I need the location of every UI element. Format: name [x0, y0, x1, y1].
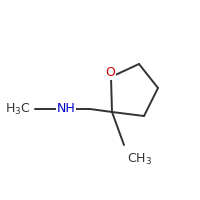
Text: O: O	[105, 66, 115, 78]
Text: H$_3$C: H$_3$C	[5, 101, 31, 117]
Text: CH$_3$: CH$_3$	[127, 152, 152, 167]
Text: NH: NH	[57, 102, 75, 116]
